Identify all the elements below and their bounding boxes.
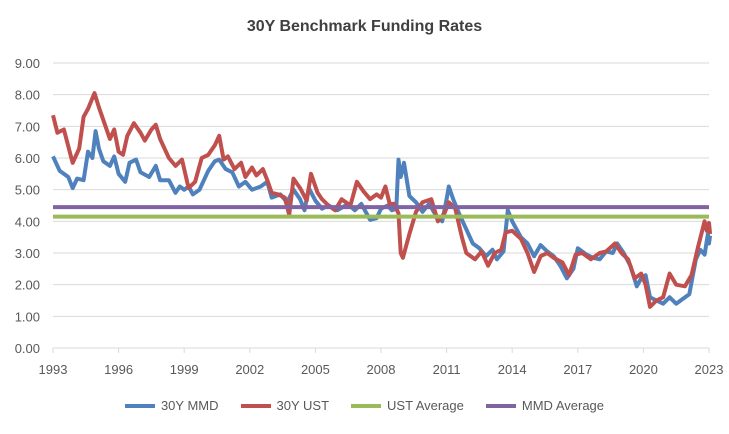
legend-label: 30Y UST bbox=[276, 398, 330, 413]
y-tick-label: 5.00 bbox=[15, 183, 40, 198]
legend-item: 30Y MMD bbox=[124, 398, 219, 413]
x-tick-label: 2005 bbox=[301, 362, 330, 377]
x-tick-label: 2008 bbox=[367, 362, 396, 377]
30y-mmd-line bbox=[51, 129, 713, 306]
legend-swatch bbox=[240, 403, 271, 408]
x-tick-label: 1999 bbox=[170, 362, 199, 377]
y-tick-label: 9.00 bbox=[15, 56, 40, 71]
y-tick-label: 4.00 bbox=[15, 214, 40, 229]
legend-label: UST Average bbox=[387, 398, 464, 413]
legend-item: UST Average bbox=[351, 398, 464, 413]
legend-item: MMD Average bbox=[485, 398, 605, 413]
30y-ust-line bbox=[51, 91, 713, 309]
y-tick-label: 7.00 bbox=[15, 119, 40, 134]
x-tick-label: 1993 bbox=[39, 362, 68, 377]
x-tick-label: 2023 bbox=[695, 362, 724, 377]
x-tick-label: 2002 bbox=[235, 362, 264, 377]
y-tick-label: 3.00 bbox=[15, 246, 40, 261]
x-tick-label: 1996 bbox=[104, 362, 133, 377]
legend-label: MMD Average bbox=[521, 398, 605, 413]
x-tick-label: 2014 bbox=[498, 362, 527, 377]
x-tick-label: 2011 bbox=[433, 362, 461, 377]
y-tick-label: 8.00 bbox=[15, 88, 40, 103]
y-tick-label: 0.00 bbox=[15, 341, 40, 356]
chart-title: 30Y Benchmark Funding Rates bbox=[246, 18, 483, 35]
legend-swatch bbox=[124, 403, 155, 408]
y-tick-label: 6.00 bbox=[15, 151, 40, 166]
y-tick-label: 2.00 bbox=[15, 278, 40, 293]
x-tick-label: 2020 bbox=[629, 362, 658, 377]
legend-swatch bbox=[485, 403, 516, 408]
y-tick-label: 1.00 bbox=[15, 309, 40, 324]
x-tick-label: 2017 bbox=[563, 362, 592, 377]
legend-label: 30Y MMD bbox=[160, 398, 219, 413]
legend-item: 30Y UST bbox=[240, 398, 330, 413]
legend: 30Y MMD 30Y UST UST Average MMD Average bbox=[0, 398, 729, 413]
legend-swatch bbox=[351, 403, 382, 408]
